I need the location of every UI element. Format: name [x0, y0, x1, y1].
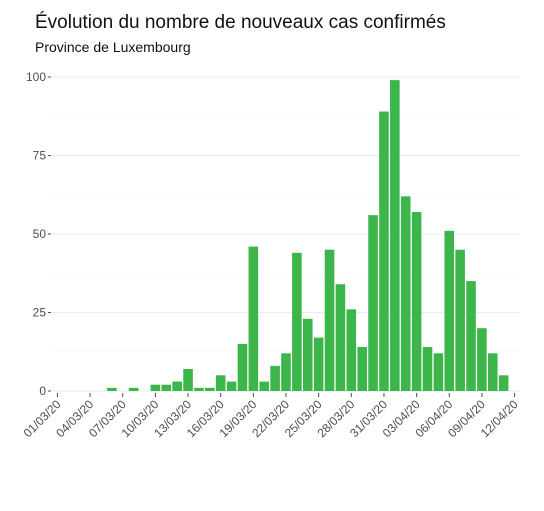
bar	[237, 343, 248, 391]
bar	[107, 387, 117, 391]
bar	[455, 249, 465, 391]
bar	[292, 252, 302, 391]
y-tick-label: 75	[33, 149, 47, 163]
bar	[422, 347, 433, 391]
bar	[390, 80, 400, 391]
y-tick-label: 25	[33, 306, 47, 320]
bar	[400, 196, 411, 391]
chart-subtitle: Province de Luxembourg	[35, 39, 191, 55]
bar	[477, 328, 487, 391]
bar	[259, 381, 270, 391]
bar	[379, 111, 389, 391]
bar	[302, 318, 313, 391]
bar	[270, 365, 280, 391]
bar	[368, 215, 378, 391]
bar	[346, 309, 357, 391]
bar	[161, 384, 172, 391]
bar	[357, 347, 367, 391]
bar	[248, 246, 259, 391]
bar	[172, 381, 182, 391]
bar	[324, 249, 335, 391]
bar	[183, 369, 193, 391]
bar	[466, 281, 476, 391]
bar	[488, 353, 498, 391]
bar	[411, 212, 422, 391]
bar	[205, 387, 215, 391]
bar	[226, 381, 237, 391]
bar	[281, 353, 291, 391]
bar	[313, 337, 324, 391]
bar	[498, 375, 509, 391]
bar	[215, 375, 226, 391]
bar	[335, 284, 346, 391]
y-tick-label: 50	[33, 227, 47, 241]
bar	[150, 384, 161, 391]
bar	[128, 387, 139, 391]
y-tick-label: 100	[26, 70, 46, 84]
y-tick-label: 0	[39, 384, 46, 398]
bar	[433, 353, 444, 391]
chart-title: Évolution du nombre de nouveaux cas conf…	[35, 12, 446, 33]
bar	[194, 387, 204, 391]
bar	[444, 230, 455, 391]
